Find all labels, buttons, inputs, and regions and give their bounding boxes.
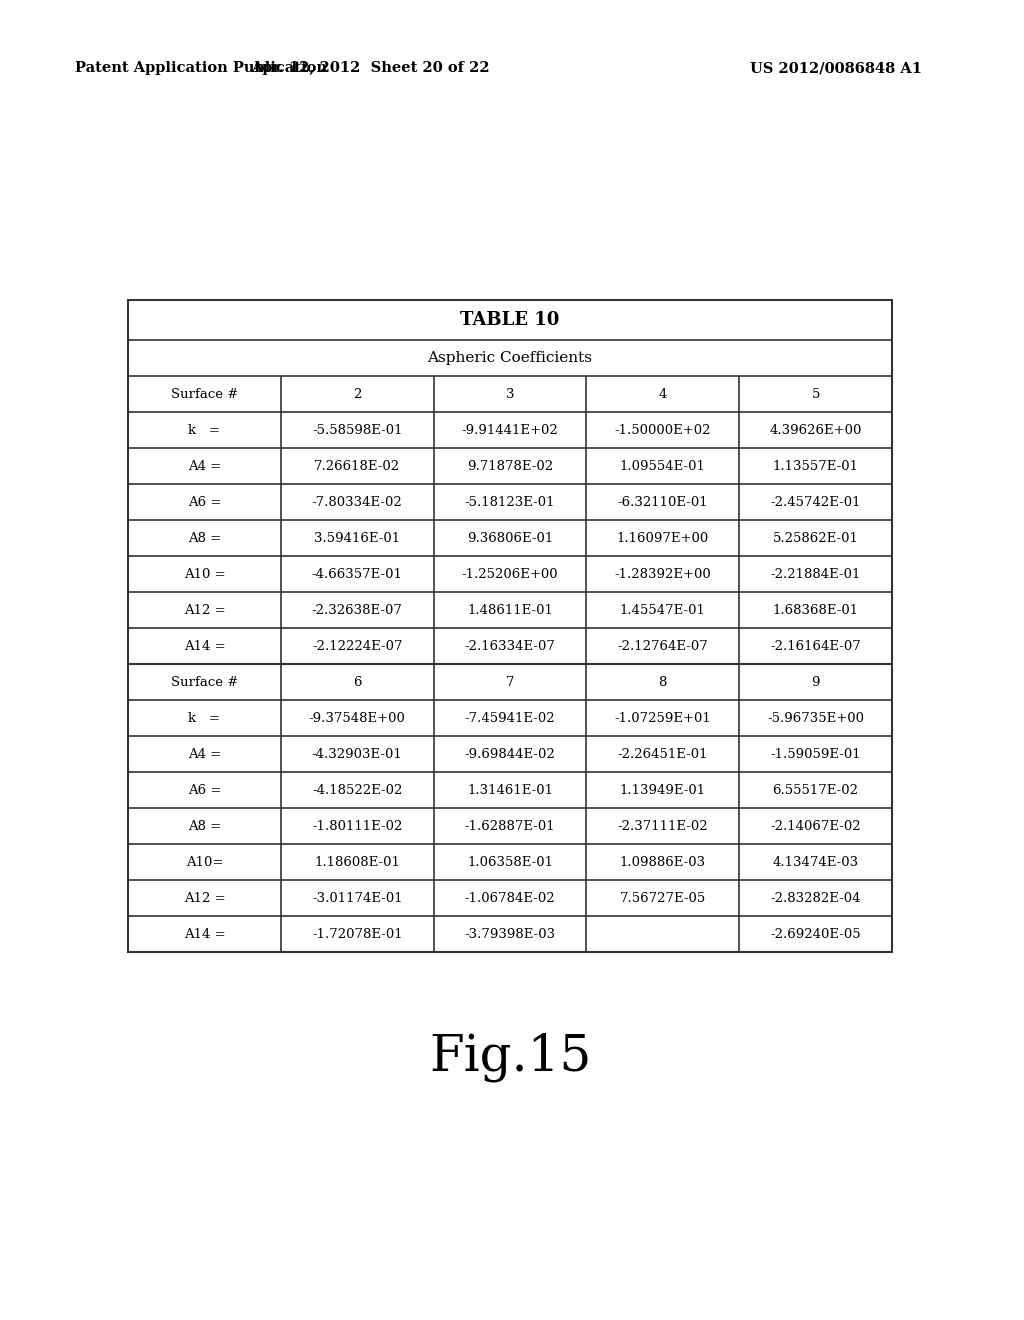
Text: Fig.15: Fig.15 [429, 1032, 591, 1081]
Text: Patent Application Publication: Patent Application Publication [75, 61, 327, 75]
Text: -2.45742E-01: -2.45742E-01 [770, 495, 861, 508]
Text: -2.21884E-01: -2.21884E-01 [770, 568, 861, 581]
Text: -2.14067E-02: -2.14067E-02 [770, 820, 861, 833]
Text: A6 =: A6 = [187, 495, 221, 508]
Bar [128, 300, 892, 952]
Text: -2.37111E-02: -2.37111E-02 [617, 820, 709, 833]
Text: Aspheric Coefficients: Aspheric Coefficients [427, 351, 593, 366]
Text: -9.69844E-02: -9.69844E-02 [465, 747, 555, 760]
Text: -4.32903E-01: -4.32903E-01 [312, 747, 402, 760]
Text: 1.31461E-01: 1.31461E-01 [467, 784, 553, 796]
Text: -5.58598E-01: -5.58598E-01 [312, 424, 402, 437]
Text: Surface #: Surface # [171, 676, 239, 689]
Text: -1.06784E-02: -1.06784E-02 [465, 891, 555, 904]
Text: 9: 9 [811, 676, 820, 689]
Text: A12 =: A12 = [183, 891, 225, 904]
Text: A4 =: A4 = [187, 747, 221, 760]
Text: -1.59059E-01: -1.59059E-01 [770, 747, 861, 760]
Text: -4.18522E-02: -4.18522E-02 [312, 784, 402, 796]
Text: A10=: A10= [185, 855, 223, 869]
Text: Surface #: Surface # [171, 388, 239, 400]
Text: -3.01174E-01: -3.01174E-01 [312, 891, 402, 904]
Text: k   =: k = [188, 711, 220, 725]
Text: -2.83282E-04: -2.83282E-04 [770, 891, 861, 904]
Text: -3.79398E-03: -3.79398E-03 [465, 928, 556, 940]
Text: 6: 6 [353, 676, 361, 689]
Text: -5.96735E+00: -5.96735E+00 [767, 711, 864, 725]
Text: A8 =: A8 = [187, 820, 221, 833]
Text: -2.12764E-07: -2.12764E-07 [617, 639, 709, 652]
Text: 1.18608E-01: 1.18608E-01 [314, 855, 400, 869]
Text: -9.91441E+02: -9.91441E+02 [462, 424, 558, 437]
Text: 9.36806E-01: 9.36806E-01 [467, 532, 553, 544]
Text: 1.16097E+00: 1.16097E+00 [616, 532, 709, 544]
Text: 8: 8 [658, 676, 667, 689]
Text: 1.45547E-01: 1.45547E-01 [620, 603, 706, 616]
Text: 1.13949E-01: 1.13949E-01 [620, 784, 706, 796]
Text: -2.16334E-07: -2.16334E-07 [465, 639, 555, 652]
Text: 4.13474E-03: 4.13474E-03 [772, 855, 859, 869]
Text: Apr. 12, 2012  Sheet 20 of 22: Apr. 12, 2012 Sheet 20 of 22 [251, 61, 489, 75]
Text: A12 =: A12 = [183, 603, 225, 616]
Text: -1.50000E+02: -1.50000E+02 [614, 424, 711, 437]
Text: 1.06358E-01: 1.06358E-01 [467, 855, 553, 869]
Text: TABLE 10: TABLE 10 [461, 312, 560, 329]
Text: k   =: k = [188, 424, 220, 437]
Text: 6.55517E-02: 6.55517E-02 [772, 784, 858, 796]
Text: -2.32638E-07: -2.32638E-07 [311, 603, 402, 616]
Text: 1.09886E-03: 1.09886E-03 [620, 855, 706, 869]
Text: 7: 7 [506, 676, 514, 689]
Text: 1.48611E-01: 1.48611E-01 [467, 603, 553, 616]
Text: -4.66357E-01: -4.66357E-01 [311, 568, 402, 581]
Text: 4: 4 [658, 388, 667, 400]
Text: 1.68368E-01: 1.68368E-01 [772, 603, 859, 616]
Text: A8 =: A8 = [187, 532, 221, 544]
Text: 3: 3 [506, 388, 514, 400]
Text: A14 =: A14 = [183, 928, 225, 940]
Text: A6 =: A6 = [187, 784, 221, 796]
Text: 7.56727E-05: 7.56727E-05 [620, 891, 706, 904]
Text: -7.45941E-02: -7.45941E-02 [465, 711, 555, 725]
Text: -2.26451E-01: -2.26451E-01 [617, 747, 708, 760]
Text: -1.25206E+00: -1.25206E+00 [462, 568, 558, 581]
Text: 4.39626E+00: 4.39626E+00 [769, 424, 862, 437]
Text: -6.32110E-01: -6.32110E-01 [617, 495, 709, 508]
Text: A14 =: A14 = [183, 639, 225, 652]
Text: 5: 5 [811, 388, 820, 400]
Text: 3.59416E-01: 3.59416E-01 [314, 532, 400, 544]
Text: -1.62887E-01: -1.62887E-01 [465, 820, 555, 833]
Text: -2.16164E-07: -2.16164E-07 [770, 639, 861, 652]
Text: -2.69240E-05: -2.69240E-05 [770, 928, 861, 940]
Text: -5.18123E-01: -5.18123E-01 [465, 495, 555, 508]
Text: 9.71878E-02: 9.71878E-02 [467, 459, 553, 473]
Text: A4 =: A4 = [187, 459, 221, 473]
Text: -1.80111E-02: -1.80111E-02 [312, 820, 402, 833]
Text: 2: 2 [353, 388, 361, 400]
Text: -1.28392E+00: -1.28392E+00 [614, 568, 712, 581]
Text: -9.37548E+00: -9.37548E+00 [309, 711, 406, 725]
Text: A10 =: A10 = [183, 568, 225, 581]
Text: 1.13557E-01: 1.13557E-01 [772, 459, 858, 473]
Text: -1.07259E+01: -1.07259E+01 [614, 711, 712, 725]
Text: 5.25862E-01: 5.25862E-01 [773, 532, 858, 544]
Text: -1.72078E-01: -1.72078E-01 [312, 928, 402, 940]
Text: 7.26618E-02: 7.26618E-02 [314, 459, 400, 473]
Text: -2.12224E-07: -2.12224E-07 [312, 639, 402, 652]
Text: US 2012/0086848 A1: US 2012/0086848 A1 [750, 61, 922, 75]
Text: 1.09554E-01: 1.09554E-01 [620, 459, 706, 473]
Text: -7.80334E-02: -7.80334E-02 [312, 495, 402, 508]
